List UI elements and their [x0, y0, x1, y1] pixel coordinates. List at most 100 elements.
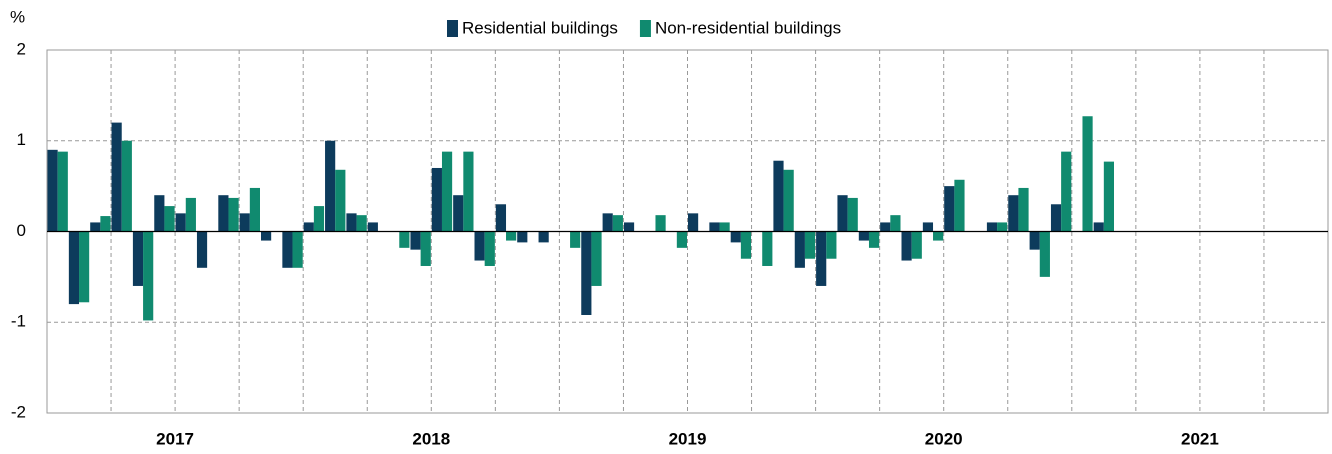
- legend-label: Residential buildings: [462, 18, 618, 37]
- bar: [591, 231, 602, 286]
- bar: [79, 231, 90, 303]
- bar: [441, 151, 453, 232]
- bar: [1082, 116, 1093, 232]
- bar: [68, 231, 80, 305]
- bar: [1018, 187, 1029, 232]
- bar: [1008, 195, 1019, 232]
- bar: [944, 186, 955, 232]
- bar: [783, 169, 794, 232]
- bar: [356, 215, 367, 232]
- bar: [453, 195, 464, 232]
- bar: [495, 204, 507, 232]
- bar: [1093, 222, 1104, 232]
- bar: [1103, 161, 1114, 232]
- bar: [922, 222, 934, 232]
- bar: [335, 169, 346, 232]
- bar: [484, 231, 495, 266]
- x-tick-label: 2021: [1181, 429, 1219, 448]
- bar: [655, 215, 666, 232]
- bar: [740, 231, 752, 259]
- bar: [474, 231, 485, 261]
- bar: [911, 231, 922, 259]
- bar: [463, 151, 474, 232]
- bar: [890, 215, 901, 232]
- bar: [688, 213, 699, 232]
- bar: [228, 197, 239, 232]
- bar: [132, 231, 144, 286]
- bar: [602, 213, 613, 232]
- bar: [410, 231, 421, 250]
- bar: [794, 231, 805, 268]
- bar: [249, 187, 260, 232]
- bar: [847, 197, 858, 232]
- legend-swatch: [447, 20, 458, 37]
- bar: [121, 140, 132, 232]
- bar: [261, 231, 272, 241]
- bar: [997, 222, 1008, 232]
- bar: [431, 167, 442, 232]
- y-tick-label: 0: [17, 221, 26, 240]
- bar: [1029, 231, 1040, 250]
- bar: [581, 231, 592, 315]
- bar: [303, 222, 314, 232]
- bar: [1061, 151, 1072, 232]
- bar: [154, 195, 165, 232]
- bar: [346, 213, 357, 232]
- x-tick-label: 2018: [412, 429, 450, 448]
- bar: [143, 231, 154, 321]
- bar: [612, 215, 623, 232]
- bar: [901, 231, 912, 261]
- bar: [719, 222, 730, 232]
- bar: [399, 231, 410, 248]
- y-axis-label: %: [10, 7, 25, 26]
- bar: [506, 231, 517, 241]
- y-tick-label: 1: [17, 130, 26, 149]
- y-tick-label: 2: [17, 39, 26, 58]
- bar: [325, 140, 336, 232]
- bar: [676, 231, 687, 248]
- bar: [933, 231, 944, 241]
- bar: [239, 213, 250, 232]
- bar: [175, 213, 186, 232]
- legend-swatch: [639, 20, 651, 37]
- bar: [730, 231, 741, 243]
- bar: [517, 231, 528, 243]
- bar: [292, 231, 303, 268]
- bar: [762, 231, 773, 266]
- x-tick-label: 2017: [156, 429, 194, 448]
- bar: [218, 195, 229, 232]
- bar: [1050, 204, 1062, 232]
- bar: [880, 222, 891, 232]
- bar: [47, 149, 58, 232]
- legend-label: Non-residential buildings: [655, 18, 841, 37]
- bar: [313, 206, 325, 232]
- bar: [57, 151, 68, 232]
- bar: [538, 231, 549, 243]
- bar: [100, 216, 111, 232]
- bar: [367, 222, 378, 232]
- bar: [282, 231, 293, 268]
- bar: [164, 206, 175, 232]
- bar: [837, 195, 848, 232]
- bar: [868, 231, 880, 248]
- bar: [773, 160, 784, 232]
- bar: [90, 222, 101, 232]
- x-tick-label: 2019: [669, 429, 707, 448]
- bar: [986, 222, 998, 232]
- bar: [826, 231, 837, 259]
- bar: [804, 231, 816, 259]
- bar: [954, 179, 965, 232]
- bar: [623, 222, 635, 232]
- x-tick-label: 2020: [925, 429, 963, 448]
- y-tick-label: -2: [11, 402, 26, 421]
- bar: [570, 231, 581, 248]
- y-tick-label: -1: [11, 312, 26, 331]
- bar: [1039, 231, 1050, 277]
- bar: [196, 231, 208, 268]
- bar: [420, 231, 431, 266]
- bar: [709, 222, 720, 232]
- bar: [858, 231, 869, 241]
- bar: [185, 197, 196, 232]
- bar: [111, 122, 122, 232]
